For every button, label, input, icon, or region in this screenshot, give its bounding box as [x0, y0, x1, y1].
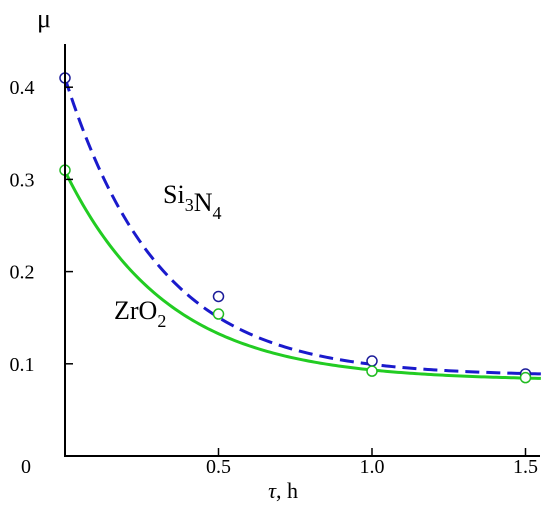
series-2-point: [366, 365, 378, 377]
series-2-curve: [63, 170, 541, 380]
origin-label: 0: [21, 456, 31, 478]
x-tick-label: 1.5: [513, 456, 538, 478]
series-2-point: [519, 371, 532, 384]
y-tick-label: 0.4: [10, 77, 35, 99]
series-labels-layer: Si3N4 ZrO2: [114, 180, 221, 331]
ticks-layer: 0.5 1.0 1.5 0.1 0.2 0.3 0.4: [10, 77, 539, 478]
x-tick-label: 1.0: [360, 456, 385, 478]
series-1-curve: [63, 77, 541, 376]
y-tick-label: 0.2: [10, 262, 35, 284]
series-1-point: [212, 290, 225, 303]
x-axis-symbol: τ: [268, 478, 277, 503]
y-tick-label: 0.1: [10, 354, 35, 376]
series-label-subscript: 4: [212, 203, 221, 223]
series-2-label: ZrO2: [114, 296, 166, 331]
series-1-label: Si3N4: [163, 180, 221, 223]
x-axis-unit: , h: [276, 478, 298, 503]
series-label-text: Si: [163, 180, 185, 209]
x-tick-label: 0.5: [206, 456, 231, 478]
series-label-subscript: 2: [157, 311, 166, 331]
series-label-subscript: 3: [185, 195, 194, 215]
series-label-text: ZrO: [114, 296, 157, 325]
y-axis-title: μ: [37, 4, 51, 33]
series-1-point: [366, 355, 378, 367]
x-axis-title: τ, h: [268, 478, 298, 503]
markers-layer: [59, 72, 532, 384]
series-label-text: N: [194, 188, 213, 217]
series-2-point: [212, 308, 225, 320]
y-tick-label: 0.3: [10, 169, 35, 191]
curves-layer: [63, 77, 541, 380]
